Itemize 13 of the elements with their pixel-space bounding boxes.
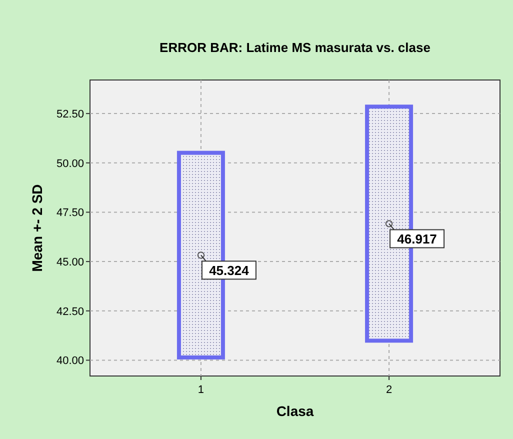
x-tick-label: 2 — [386, 384, 392, 396]
y-tick-label: 47.50 — [56, 207, 84, 220]
data-label: 46.917 — [397, 232, 437, 247]
y-tick-label: 40.00 — [56, 355, 84, 368]
x-axis-title: Clasa — [276, 403, 314, 419]
y-tick-label: 42.50 — [56, 306, 84, 318]
x-tick-label: 1 — [198, 384, 204, 396]
y-tick-label: 50.00 — [56, 158, 84, 170]
chart-title: ERROR BAR: Latime MS masurata vs. clase — [160, 40, 430, 55]
y-tick-label: 52.50 — [56, 108, 84, 121]
y-axis-title: Mean +- 2 SD — [29, 184, 45, 272]
y-tick-label: 45.00 — [56, 256, 84, 269]
data-label: 45.324 — [209, 263, 250, 278]
